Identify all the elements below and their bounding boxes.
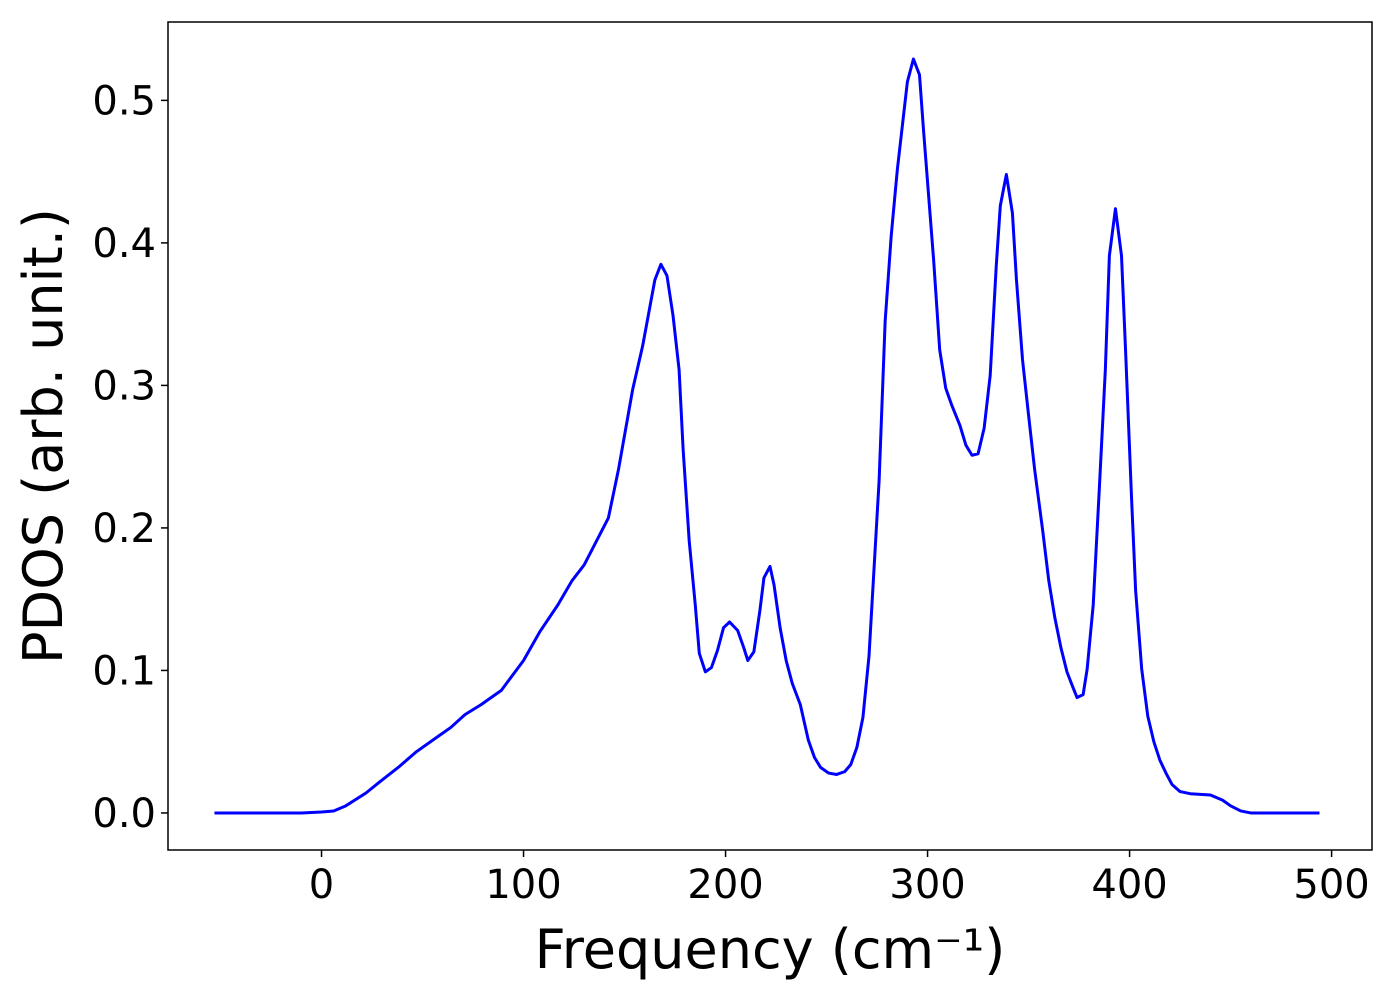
x-tick-label: 200 (687, 862, 763, 908)
y-tick-label: 0.4 (92, 221, 156, 267)
x-tick-label: 0 (309, 862, 334, 908)
y-tick-label: 0.2 (92, 506, 156, 552)
y-tick-label: 0.5 (92, 78, 156, 124)
x-tick-label: 100 (485, 862, 561, 908)
plot-frame (167, 21, 1373, 851)
y-tick-label: 0.3 (92, 363, 156, 409)
x-tick-label: 300 (889, 862, 965, 908)
y-tick-label: 0.1 (92, 648, 156, 694)
y-axis-label: PDOS (arb. unit.) (12, 208, 75, 664)
x-tick-label: 400 (1091, 862, 1167, 908)
x-axis-label: Frequency (cm⁻¹) (535, 918, 1006, 981)
pdos-line (214, 57, 1320, 815)
x-tick-label: 500 (1293, 862, 1369, 908)
y-tick-label: 0.0 (92, 791, 156, 837)
